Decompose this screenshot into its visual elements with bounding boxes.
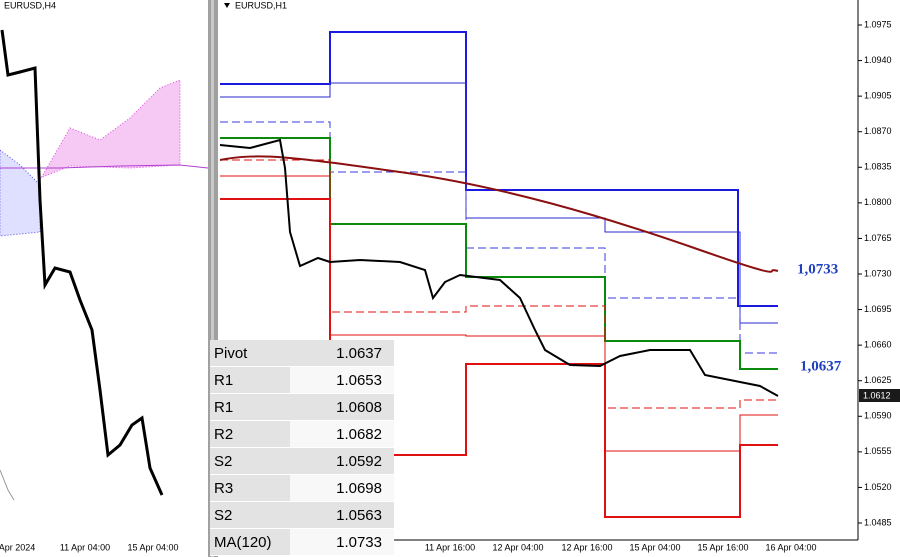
price-label: 1.0940 — [864, 55, 892, 65]
time-label: 16 Apr 04:00 — [765, 542, 816, 552]
pivot-table: Pivot 1.0637 R1 1.0653 R1 1.0608 R2 1.0682 S2 1.0… — [210, 340, 394, 556]
level-s3 — [220, 198, 778, 518]
level-value: 1.0563 — [290, 501, 394, 529]
table-row: S2 1.0592 — [210, 447, 394, 475]
table-row: R1 1.0653 — [210, 366, 394, 394]
price-label: 1.0800 — [864, 197, 892, 207]
price-label: 1.0905 — [864, 91, 892, 101]
divider-inner — [211, 0, 214, 557]
level-value: 1.0653 — [290, 366, 394, 394]
level-name: MA(120) — [210, 528, 290, 556]
level-name: R2 — [210, 420, 290, 448]
annotation: 1,0733 — [797, 261, 838, 277]
price-label: 1.0765 — [864, 233, 892, 243]
price-candles — [0, 29, 164, 496]
price-label: 1.0870 — [864, 126, 892, 136]
ichimoku-cloud — [39, 79, 181, 182]
level-name: S2 — [210, 447, 290, 475]
table-row: R1 1.0608 — [210, 393, 394, 421]
annotation: 1,0637 — [800, 358, 842, 374]
price-label: 1.0660 — [864, 340, 892, 350]
ichimoku-cloud-blue — [0, 149, 41, 237]
time-label: Apr 2024 — [0, 542, 35, 552]
level-value: 1.0698 — [290, 474, 394, 502]
level-value: 1.0637 — [290, 340, 394, 367]
indicator-line — [0, 469, 15, 501]
current-price-box — [859, 389, 900, 402]
level-value: 1.0733 — [290, 528, 394, 556]
right-title: EURUSD,H1 — [235, 0, 287, 10]
price-label: 1.0590 — [864, 411, 892, 421]
table-row: MA(120) 1.0733 — [210, 528, 394, 556]
price-candles — [219, 138, 779, 397]
time-label: 11 Apr 04:00 — [60, 542, 110, 552]
price-label: 1.0485 — [864, 517, 892, 527]
time-label: 11 Apr 16:00 — [425, 542, 475, 552]
left-title: EURUSD,H4 — [4, 0, 56, 10]
level-value: 1.0682 — [290, 420, 394, 448]
level-value: 1.0592 — [290, 447, 394, 475]
time-label: 12 Apr 16:00 — [561, 542, 612, 552]
price-label: 1.0730 — [864, 268, 892, 278]
level-name: Pivot — [210, 340, 290, 367]
time-label: 15 Apr 04:00 — [629, 542, 680, 552]
level-name: R1 — [210, 393, 290, 421]
time-label: 12 Apr 04:00 — [492, 542, 543, 552]
table-row: S2 1.0563 — [210, 501, 394, 529]
dropdown-icon — [224, 3, 230, 8]
time-label: 15 Apr 16:00 — [697, 542, 748, 552]
level-r2 — [220, 82, 778, 324]
price-label: 1.0625 — [864, 375, 892, 385]
price-label: 1.0520 — [864, 482, 892, 492]
level-name: S2 — [210, 501, 290, 529]
level-name: R1 — [210, 366, 290, 394]
current-price: 1.0612 — [863, 390, 891, 400]
level-name: R3 — [210, 474, 290, 502]
price-label: 1.0835 — [864, 162, 892, 172]
price-label: 1.0555 — [864, 446, 892, 456]
level-value: 1.0608 — [290, 393, 394, 421]
table-row: R2 1.0682 — [210, 420, 394, 448]
price-label: 1.0695 — [864, 304, 892, 314]
table-row: R3 1.0698 — [210, 474, 394, 502]
price-label: 1.0975 — [864, 19, 892, 29]
ma-line — [219, 155, 779, 273]
table-row: Pivot 1.0637 — [210, 340, 394, 367]
time-label: 15 Apr 04:00 — [127, 542, 178, 552]
